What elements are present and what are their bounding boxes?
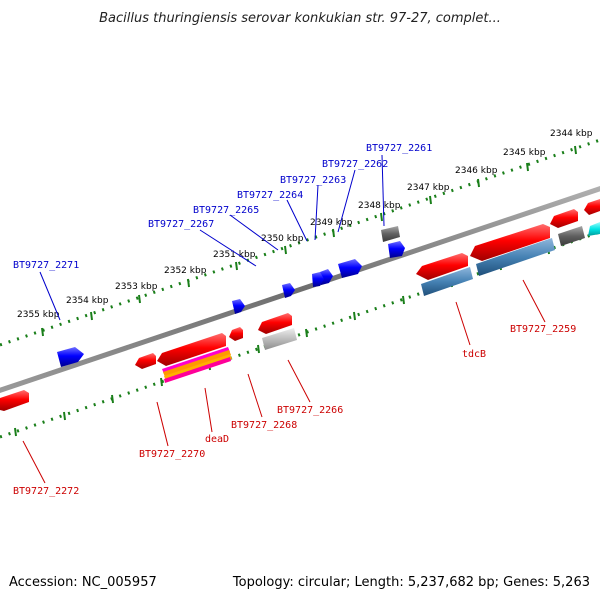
feature-tracks (162, 238, 555, 383)
feature-steel-2[interactable] (421, 267, 473, 296)
scale-label-2353: 2353 kbp (115, 282, 158, 292)
gene-label-bt9727-2271[interactable]: BT9727_2271 (13, 260, 79, 271)
gene-tdcB[interactable] (416, 253, 468, 280)
gene-bt9727-2264[interactable] (312, 272, 324, 287)
gene-bt9727-2261[interactable] (388, 241, 405, 258)
genome-backbone (0, 186, 600, 393)
gene-label-bt9727-2270[interactable]: BT9727_2270 (139, 449, 205, 460)
gene-bt9727-2272[interactable] (0, 390, 29, 411)
feature-orange1[interactable] (163, 350, 231, 377)
gene-bt9727-2265[interactable] (282, 283, 295, 298)
feature-magenta2[interactable] (164, 357, 231, 383)
top-gene-labels: BT9727_2261 BT9727_2262 BT9727_2263 BT97… (13, 143, 432, 271)
gene-red-right2[interactable] (584, 199, 600, 215)
gene-label-bt9727-2261[interactable]: BT9727_2261 (366, 143, 432, 154)
top-scale-ticks (41, 145, 577, 337)
scale-label-2352: 2352 kbp (164, 266, 207, 276)
feature-lightgrey[interactable] (262, 328, 297, 350)
reverse-genes (0, 199, 600, 411)
scale-label-2348: 2348 kbp (358, 201, 401, 211)
gene-bt9727-2270[interactable] (135, 353, 156, 369)
forward-genes (57, 226, 405, 367)
scale-label-2349: 2349 kbp (310, 218, 353, 228)
topology-summary: Topology: circular; Length: 5,237,682 bp… (232, 575, 590, 590)
gene-label-bt9727-2266[interactable]: BT9727_2266 (277, 405, 343, 416)
scale-label-2355: 2355 kbp (17, 310, 60, 320)
gene-label-bt9727-2259[interactable]: BT9727_2259 (510, 324, 576, 335)
gene-bt9727-2259[interactable] (470, 224, 550, 261)
gene-label-bt9727-2267[interactable]: BT9727_2267 (148, 219, 214, 230)
gene-grey-top[interactable] (381, 226, 400, 242)
gene-label-bt9727-2265[interactable]: BT9727_2265 (193, 205, 259, 216)
scale-label-2354: 2354 kbp (66, 296, 109, 306)
gene-bt9727-2271[interactable] (57, 347, 84, 367)
gene-label-deaD[interactable]: deaD (205, 434, 229, 445)
scale-labels: 2344 kbp 2345 kbp 2346 kbp 2347 kbp 2348… (17, 129, 593, 320)
gene-bt9727-2267[interactable] (232, 299, 245, 314)
gene-bt9727-2268[interactable] (229, 327, 243, 341)
gene-label-bt9727-2272[interactable]: BT9727_2272 (13, 486, 79, 497)
gene-label-bt9727-2262[interactable]: BT9727_2262 (322, 159, 388, 170)
accession-text: Accession: NC_005957 (9, 575, 157, 590)
top-leader-lines (39, 154, 385, 321)
gene-grey-right[interactable] (558, 226, 585, 246)
feature-steel-1[interactable] (476, 238, 555, 276)
map-title: Bacillus thuringiensis serovar konkukian… (99, 11, 501, 26)
gene-label-bt9727-2264[interactable]: BT9727_2264 (237, 190, 303, 201)
gene-bt9727-2262[interactable] (338, 259, 362, 278)
scale-label-2344: 2344 kbp (550, 129, 593, 139)
gene-cyan-right[interactable] (588, 222, 600, 236)
scale-label-2347: 2347 kbp (407, 183, 450, 193)
gene-red-right1[interactable] (550, 209, 578, 228)
scale-label-2346: 2346 kbp (455, 166, 498, 176)
gene-bt9727-2263[interactable] (320, 269, 333, 285)
bottom-leader-lines (22, 279, 546, 484)
bottom-gene-labels: BT9727_2259 tdcB BT9727_2266 BT9727_2268… (13, 324, 576, 497)
gene-label-bt9727-2268[interactable]: BT9727_2268 (231, 420, 297, 431)
scale-label-2350: 2350 kbp (261, 234, 304, 244)
gene-bt9727-2266[interactable] (258, 313, 292, 334)
scale-label-2351: 2351 kbp (213, 250, 256, 260)
gene-label-bt9727-2263[interactable]: BT9727_2263 (280, 175, 346, 186)
gene-label-tdcB[interactable]: tdcB (462, 349, 486, 360)
gene-deaD[interactable] (157, 333, 226, 366)
scale-label-2345: 2345 kbp (503, 148, 546, 158)
